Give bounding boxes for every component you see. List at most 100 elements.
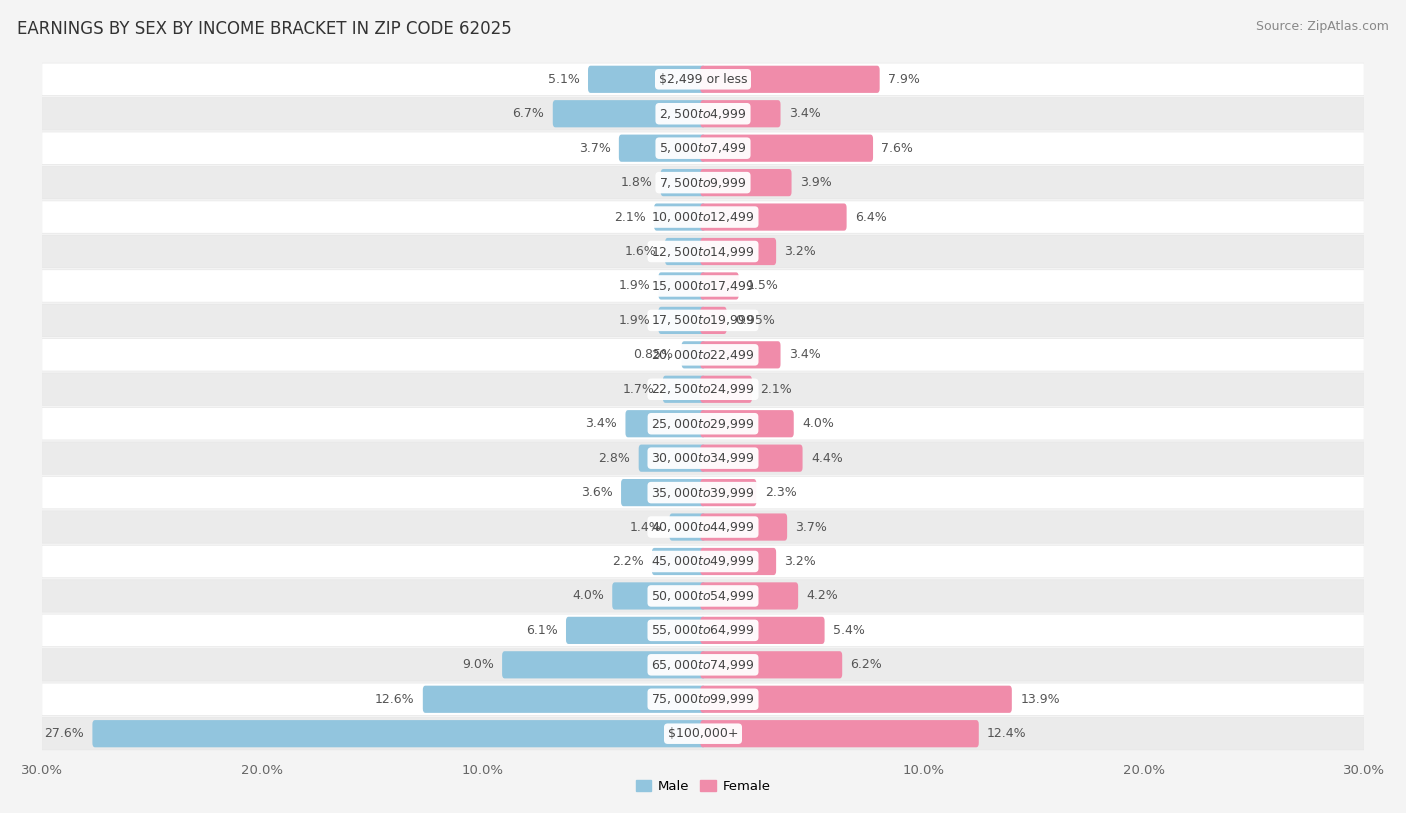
Text: 3.4%: 3.4% (789, 348, 821, 361)
Text: $2,500 to $4,999: $2,500 to $4,999 (659, 107, 747, 121)
FancyBboxPatch shape (700, 307, 727, 334)
FancyBboxPatch shape (42, 476, 1364, 508)
FancyBboxPatch shape (423, 685, 706, 713)
Text: 3.2%: 3.2% (785, 245, 817, 258)
FancyBboxPatch shape (39, 98, 1367, 130)
FancyBboxPatch shape (42, 511, 1364, 543)
FancyBboxPatch shape (42, 615, 1364, 646)
FancyBboxPatch shape (588, 66, 706, 93)
FancyBboxPatch shape (39, 683, 1367, 715)
Text: 6.7%: 6.7% (513, 107, 544, 120)
Text: 3.6%: 3.6% (581, 486, 613, 499)
Text: $35,000 to $39,999: $35,000 to $39,999 (651, 485, 755, 500)
Text: 1.9%: 1.9% (619, 314, 650, 327)
FancyBboxPatch shape (700, 720, 979, 747)
Text: 12.6%: 12.6% (375, 693, 415, 706)
FancyBboxPatch shape (42, 63, 1364, 95)
FancyBboxPatch shape (621, 479, 706, 506)
Text: 6.4%: 6.4% (855, 211, 887, 224)
Text: 3.7%: 3.7% (796, 520, 827, 533)
FancyBboxPatch shape (700, 445, 803, 472)
Text: $12,500 to $14,999: $12,500 to $14,999 (651, 245, 755, 259)
FancyBboxPatch shape (42, 98, 1364, 129)
Text: 3.4%: 3.4% (789, 107, 821, 120)
Text: 2.1%: 2.1% (614, 211, 645, 224)
Text: $100,000+: $100,000+ (668, 727, 738, 740)
FancyBboxPatch shape (612, 582, 706, 610)
Text: $20,000 to $22,499: $20,000 to $22,499 (651, 348, 755, 362)
FancyBboxPatch shape (700, 514, 787, 541)
FancyBboxPatch shape (39, 580, 1367, 612)
FancyBboxPatch shape (39, 63, 1367, 96)
FancyBboxPatch shape (682, 341, 706, 368)
Text: 1.4%: 1.4% (630, 520, 661, 533)
FancyBboxPatch shape (39, 441, 1367, 475)
FancyBboxPatch shape (700, 548, 776, 575)
Text: 0.95%: 0.95% (735, 314, 775, 327)
Text: 2.8%: 2.8% (599, 452, 630, 465)
FancyBboxPatch shape (93, 720, 706, 747)
Text: 3.2%: 3.2% (785, 555, 817, 568)
Text: $55,000 to $64,999: $55,000 to $64,999 (651, 624, 755, 637)
Text: 5.4%: 5.4% (832, 624, 865, 637)
FancyBboxPatch shape (42, 202, 1364, 233)
FancyBboxPatch shape (700, 617, 824, 644)
FancyBboxPatch shape (42, 649, 1364, 680)
FancyBboxPatch shape (700, 651, 842, 678)
Text: $40,000 to $44,999: $40,000 to $44,999 (651, 520, 755, 534)
Text: 4.0%: 4.0% (801, 417, 834, 430)
FancyBboxPatch shape (42, 408, 1364, 440)
Text: Source: ZipAtlas.com: Source: ZipAtlas.com (1256, 20, 1389, 33)
FancyBboxPatch shape (39, 269, 1367, 302)
FancyBboxPatch shape (39, 476, 1367, 509)
Text: 6.2%: 6.2% (851, 659, 883, 672)
FancyBboxPatch shape (661, 169, 706, 196)
FancyBboxPatch shape (665, 238, 706, 265)
FancyBboxPatch shape (662, 376, 706, 403)
Text: $2,499 or less: $2,499 or less (659, 73, 747, 86)
FancyBboxPatch shape (39, 545, 1367, 578)
FancyBboxPatch shape (700, 479, 756, 506)
FancyBboxPatch shape (619, 135, 706, 162)
Text: 4.2%: 4.2% (807, 589, 838, 602)
FancyBboxPatch shape (700, 169, 792, 196)
FancyBboxPatch shape (42, 373, 1364, 405)
FancyBboxPatch shape (652, 548, 706, 575)
FancyBboxPatch shape (39, 235, 1367, 268)
Text: $50,000 to $54,999: $50,000 to $54,999 (651, 589, 755, 603)
Text: 0.85%: 0.85% (633, 348, 673, 361)
FancyBboxPatch shape (567, 617, 706, 644)
FancyBboxPatch shape (669, 514, 706, 541)
Text: $22,500 to $24,999: $22,500 to $24,999 (651, 382, 755, 396)
FancyBboxPatch shape (42, 167, 1364, 198)
FancyBboxPatch shape (700, 203, 846, 231)
FancyBboxPatch shape (42, 442, 1364, 474)
FancyBboxPatch shape (42, 580, 1364, 611)
Text: $7,500 to $9,999: $7,500 to $9,999 (659, 176, 747, 189)
FancyBboxPatch shape (700, 272, 738, 299)
Text: $15,000 to $17,499: $15,000 to $17,499 (651, 279, 755, 293)
Text: 4.0%: 4.0% (572, 589, 605, 602)
FancyBboxPatch shape (658, 307, 706, 334)
FancyBboxPatch shape (42, 270, 1364, 302)
Text: $45,000 to $49,999: $45,000 to $49,999 (651, 554, 755, 568)
FancyBboxPatch shape (700, 135, 873, 162)
Text: 1.7%: 1.7% (623, 383, 655, 396)
FancyBboxPatch shape (654, 203, 706, 231)
FancyBboxPatch shape (39, 614, 1367, 647)
FancyBboxPatch shape (39, 407, 1367, 441)
FancyBboxPatch shape (700, 376, 752, 403)
Text: $65,000 to $74,999: $65,000 to $74,999 (651, 658, 755, 672)
Text: 13.9%: 13.9% (1021, 693, 1060, 706)
Text: $25,000 to $29,999: $25,000 to $29,999 (651, 417, 755, 431)
FancyBboxPatch shape (700, 685, 1012, 713)
FancyBboxPatch shape (700, 66, 880, 93)
Text: 4.4%: 4.4% (811, 452, 842, 465)
Text: 1.5%: 1.5% (747, 280, 779, 293)
FancyBboxPatch shape (39, 201, 1367, 233)
FancyBboxPatch shape (42, 684, 1364, 715)
Text: EARNINGS BY SEX BY INCOME BRACKET IN ZIP CODE 62025: EARNINGS BY SEX BY INCOME BRACKET IN ZIP… (17, 20, 512, 38)
FancyBboxPatch shape (700, 341, 780, 368)
FancyBboxPatch shape (553, 100, 706, 128)
FancyBboxPatch shape (42, 718, 1364, 750)
